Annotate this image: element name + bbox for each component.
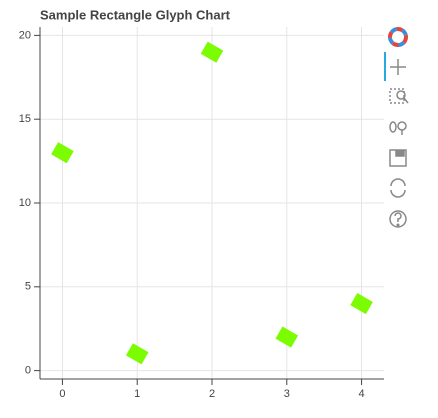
box-zoom-tool[interactable] [389, 88, 409, 104]
y-tick-label: 15 [19, 113, 31, 125]
x-tick-label: 0 [59, 388, 65, 400]
rect-glyph [200, 41, 224, 63]
pan-tool[interactable] [390, 59, 406, 75]
y-tick-label: 10 [19, 197, 31, 209]
x-tick-label: 1 [134, 388, 140, 400]
y-tick-label: 5 [25, 281, 31, 293]
wheel-zoom-tool[interactable] [389, 121, 407, 135]
toolbar [384, 27, 409, 228]
help-tool[interactable] [389, 210, 407, 228]
bokeh-logo[interactable] [388, 27, 408, 47]
rect-glyph [51, 142, 74, 164]
rect-glyph [275, 326, 299, 348]
y-tick-label: 20 [19, 29, 31, 41]
y-tick-label: 0 [25, 365, 31, 377]
save-tool[interactable] [389, 149, 407, 167]
x-tick-label: 2 [209, 388, 215, 400]
chart-title: Sample Rectangle Glyph Chart [40, 7, 231, 22]
rect-glyph [125, 343, 149, 365]
x-tick-label: 4 [359, 388, 365, 400]
x-tick-label: 3 [284, 388, 290, 400]
rect-glyph [350, 293, 373, 315]
reset-tool[interactable] [390, 178, 406, 198]
